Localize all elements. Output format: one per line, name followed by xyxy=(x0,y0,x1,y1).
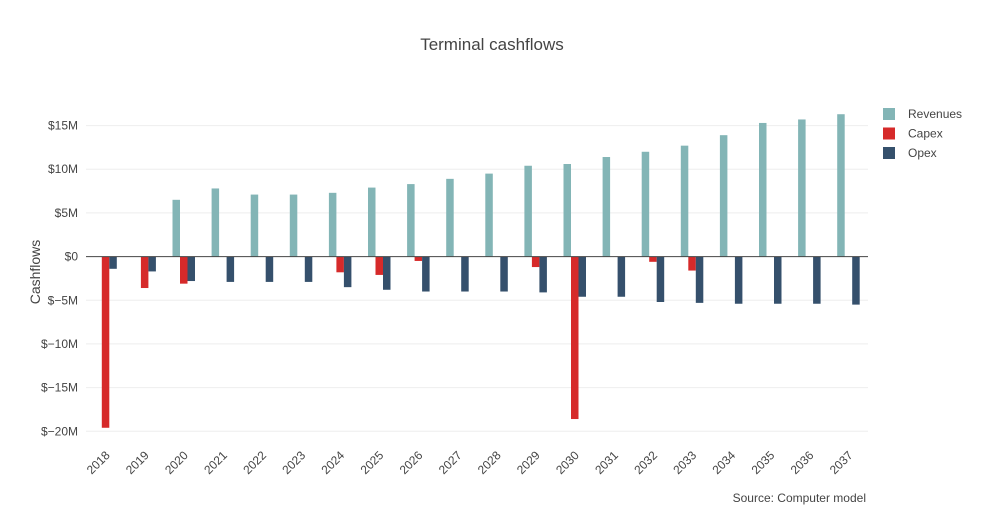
x-tick-label: 2018 xyxy=(84,448,113,477)
bar-capex xyxy=(180,256,188,284)
bar-revenues xyxy=(602,157,611,257)
grid-lines xyxy=(86,125,868,432)
bar-opex xyxy=(461,256,469,292)
bar-opex xyxy=(265,256,274,282)
y-tick-label: $−5M xyxy=(48,293,78,307)
bar-opex xyxy=(774,256,782,304)
bar-opex xyxy=(578,256,586,297)
bar-opex xyxy=(226,256,235,282)
bar-capex xyxy=(571,256,579,420)
y-tick-label: $−10M xyxy=(41,337,78,351)
bar-revenues xyxy=(719,135,728,257)
bar-revenues xyxy=(680,145,689,257)
x-tick-label: 2032 xyxy=(631,448,660,477)
bar-opex xyxy=(734,256,743,304)
legend-label-revenues: Revenues xyxy=(908,107,962,121)
x-tick-label: 2025 xyxy=(358,448,387,477)
source-note: Source: Computer model xyxy=(733,491,866,505)
bar-capex xyxy=(336,256,344,273)
x-axis: 2018 2019 2020 2021 2022 2023 2024 2025 2026 2027… xyxy=(84,448,856,477)
y-tick-label: $10M xyxy=(48,162,78,176)
x-tick-label: 2028 xyxy=(475,448,504,477)
bar-revenues xyxy=(211,188,220,257)
bar-revenues xyxy=(485,173,493,257)
bar-opex xyxy=(539,256,547,293)
x-tick-label: 2029 xyxy=(514,448,543,477)
legend: Revenues Capex Opex xyxy=(883,107,962,160)
bar-revenues xyxy=(641,151,650,257)
bar-revenues xyxy=(759,122,767,257)
bar-revenues xyxy=(798,119,806,257)
bar-opex xyxy=(148,256,156,272)
x-tick-label: 2021 xyxy=(201,448,230,477)
bars xyxy=(86,114,868,428)
bar-opex xyxy=(383,256,391,290)
x-tick-label: 2033 xyxy=(670,448,699,477)
bar-revenues xyxy=(446,178,454,257)
bar-capex xyxy=(101,256,110,428)
y-tick-label: $−15M xyxy=(41,381,78,395)
x-tick-label: 2030 xyxy=(553,448,582,477)
bar-revenues xyxy=(172,199,180,257)
bar-opex xyxy=(695,256,704,303)
x-tick-label: 2036 xyxy=(788,448,817,477)
chart-title: Terminal cashflows xyxy=(420,35,564,54)
bar-revenues xyxy=(368,187,376,257)
y-axis: $15M $10M $5M $0 $−5M $−10M $−15M $−20M xyxy=(41,119,78,439)
x-tick-label: 2023 xyxy=(279,448,308,477)
y-tick-label: $−20M xyxy=(41,424,78,438)
x-tick-label: 2031 xyxy=(592,448,621,477)
bar-opex xyxy=(852,256,860,305)
x-tick-label: 2027 xyxy=(436,448,465,477)
bar-capex xyxy=(649,256,657,262)
bar-revenues xyxy=(563,164,571,257)
bar-capex xyxy=(688,256,696,271)
x-tick-label: 2034 xyxy=(709,448,738,477)
bar-opex xyxy=(109,256,117,269)
y-tick-label: $0 xyxy=(65,250,79,264)
bar-opex xyxy=(500,256,508,292)
bar-revenues xyxy=(328,192,337,257)
bar-opex xyxy=(422,256,430,292)
y-tick-label: $15M xyxy=(48,119,78,133)
y-axis-title: Cashflows xyxy=(27,240,43,305)
x-tick-label: 2037 xyxy=(827,448,856,477)
x-tick-label: 2024 xyxy=(318,448,347,477)
y-tick-label: $5M xyxy=(55,206,78,220)
x-tick-label: 2035 xyxy=(749,448,778,477)
bar-capex xyxy=(414,256,423,261)
bar-revenues xyxy=(837,114,845,257)
x-tick-label: 2020 xyxy=(162,448,191,477)
bar-capex xyxy=(140,256,149,289)
bar-opex xyxy=(343,256,352,288)
x-tick-label: 2019 xyxy=(123,448,152,477)
bar-opex xyxy=(617,256,626,297)
legend-swatch-revenues xyxy=(883,108,895,120)
x-tick-label: 2026 xyxy=(397,448,426,477)
bar-revenues xyxy=(407,184,415,257)
legend-swatch-capex xyxy=(883,127,895,140)
bar-capex xyxy=(375,256,383,275)
x-tick-label: 2022 xyxy=(240,448,269,477)
bar-opex xyxy=(656,256,665,302)
bar-opex xyxy=(187,256,195,282)
bar-capex xyxy=(531,256,540,268)
bar-revenues xyxy=(524,165,532,257)
legend-label-capex: Capex xyxy=(908,127,943,141)
bar-revenues xyxy=(250,194,259,257)
legend-label-opex: Opex xyxy=(908,146,937,160)
legend-swatch-opex xyxy=(883,147,895,159)
bar-opex xyxy=(813,256,821,304)
bar-revenues xyxy=(289,194,298,257)
bar-opex xyxy=(304,256,313,282)
